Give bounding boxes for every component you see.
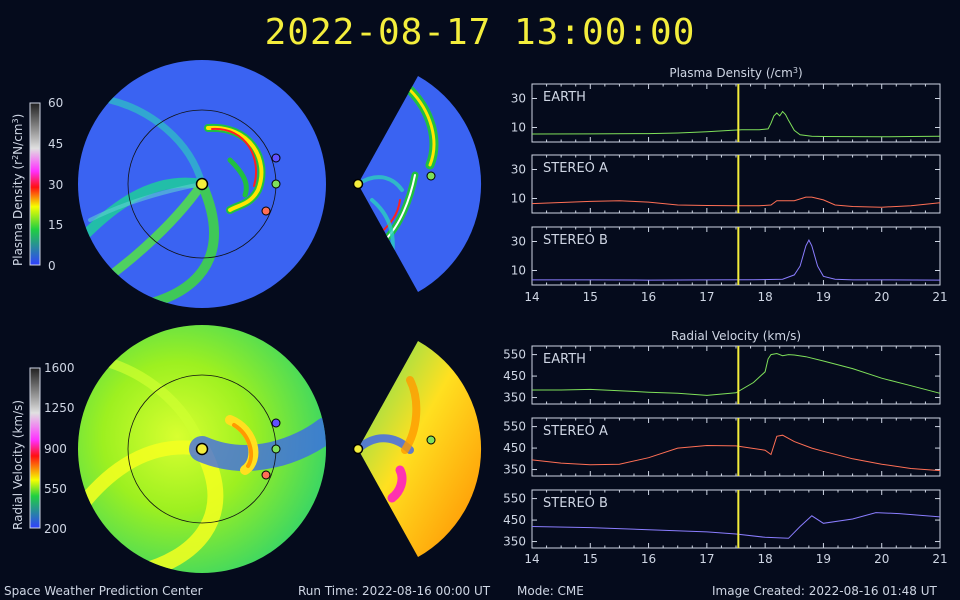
density-chart: Plasma Density (/cm3) 30 10 EARTH 30 10 STEREO… (511, 66, 948, 304)
velocity-colorbar-tick: 550 (44, 482, 67, 496)
footer-mode: Mode: CME (517, 584, 584, 598)
sun-marker (195, 177, 209, 191)
density-colorbar-label: Plasma Density (r2N/cm3) (11, 114, 25, 266)
y-tick-label: 350 (503, 463, 526, 477)
density-colorbar-tick: 15 (48, 218, 63, 232)
earth-marker (426, 171, 436, 181)
density-chart-title: Plasma Density (/cm3) (669, 66, 802, 80)
footer-run-time: Run Time: 2022-08-16 00:00 UT (298, 584, 491, 598)
y-tick-label: 450 (503, 441, 526, 455)
stereo-a-series-line (531, 196, 941, 208)
velocity-colorbar-label: Radial Velocity (km/s) (11, 400, 25, 530)
x-tick-label: 18 (758, 552, 773, 566)
x-tick-label: 17 (699, 290, 714, 304)
velocity-panel-earth: 550 450 350 EARTH (503, 345, 941, 405)
x-tick-label: 20 (874, 552, 889, 566)
velocity-panel-stereo-b: 550 450 350 STEREO B (503, 489, 941, 549)
x-tick-label: 21 (932, 552, 947, 566)
x-tick-label: 18 (758, 290, 773, 304)
density-colorbar-tick: 0 (48, 259, 56, 273)
y-tick-label: 450 (503, 369, 526, 383)
x-tick-label: 15 (583, 290, 598, 304)
earth-marker (426, 435, 436, 445)
x-tick-label: 20 (874, 290, 889, 304)
y-tick-label: 550 (503, 420, 526, 434)
stereo-b-marker (271, 418, 281, 428)
velocity-colorbar-tick: 200 (44, 522, 67, 536)
panel-label: STEREO A (543, 424, 608, 439)
velocity-panel-stereo-a: 550 450 350 STEREO A (503, 417, 941, 477)
panel-label: STEREO B (543, 496, 608, 511)
y-tick-label: 550 (503, 348, 526, 362)
panel-frame (531, 83, 941, 143)
y-tick-label: 10 (511, 121, 526, 135)
density-panel-stereo-b: 30 10 STEREO B (511, 226, 941, 286)
x-tick-label: 21 (932, 290, 947, 304)
stereo-a-marker (261, 206, 271, 216)
density-colorbar: 60 45 30 15 0 Plasma Density (r2N/cm3) (11, 96, 63, 273)
density-panel-earth: 30 10 EARTH (511, 83, 941, 143)
velocity-chart: Radial Velocity (km/s) 550 450 350 EARTH 550 4… (503, 329, 948, 566)
density-colorbar-tick: 60 (48, 96, 63, 110)
panel-label: EARTH (543, 352, 586, 367)
velocity-meridional-map (352, 341, 482, 557)
velocity-colorbar: 1600 1250 900 550 200 Radial Velocity (k… (11, 361, 75, 536)
x-tick-label: 14 (524, 552, 539, 566)
earth-marker (271, 444, 281, 454)
velocity-colorbar-tick: 1600 (44, 361, 75, 375)
density-ecliptic-map (78, 60, 326, 308)
stereo-a-series-line (531, 434, 941, 472)
x-tick-label: 17 (699, 552, 714, 566)
velocity-colorbar-tick: 1250 (44, 401, 75, 415)
stereo-a-marker (261, 470, 271, 480)
y-tick-label: 30 (511, 235, 526, 249)
sun-marker (195, 442, 209, 456)
stereo-b-marker (271, 153, 281, 163)
density-colorbar-tick: 45 (48, 137, 63, 151)
velocity-colorbar-tick: 900 (44, 442, 67, 456)
footer-image-created: Image Created: 2022-08-16 01:48 UT (712, 584, 937, 598)
sun-marker (352, 178, 364, 190)
earth-series-line (531, 110, 941, 138)
panel-label: STEREO B (543, 233, 608, 248)
x-tick-label: 19 (816, 552, 831, 566)
panel-frame (531, 345, 941, 405)
y-tick-label: 550 (503, 492, 526, 506)
y-tick-label: 30 (511, 163, 526, 177)
velocity-chart-title: Radial Velocity (km/s) (671, 329, 801, 343)
footer-center-name: Space Weather Prediction Center (4, 584, 203, 598)
sun-marker (352, 443, 364, 455)
earth-series-line (532, 352, 941, 396)
y-tick-label: 350 (503, 391, 526, 405)
y-tick-label: 30 (511, 92, 526, 106)
stereo-b-series-line (531, 512, 941, 539)
x-tick-label: 16 (641, 290, 656, 304)
density-panel-stereo-a: 30 10 STEREO A (511, 154, 941, 214)
y-tick-label: 450 (503, 513, 526, 527)
x-tick-label: 16 (641, 552, 656, 566)
velocity-colorbar-scale (29, 367, 41, 529)
earth-marker (271, 179, 281, 189)
x-tick-label: 15 (583, 552, 598, 566)
x-tick-label: 14 (524, 290, 539, 304)
panel-label: EARTH (543, 90, 586, 105)
x-tick-label: 19 (816, 290, 831, 304)
y-tick-label: 350 (503, 535, 526, 549)
density-colorbar-tick: 30 (48, 178, 63, 192)
y-tick-label: 10 (511, 192, 526, 206)
velocity-ecliptic-map (78, 325, 326, 573)
stereo-b-series-line (532, 239, 941, 281)
panel-label: STEREO A (543, 161, 608, 176)
y-tick-label: 10 (511, 264, 526, 278)
density-colorbar-scale (29, 102, 41, 266)
timestamp-title: 2022-08-17 13:00:00 (264, 12, 696, 53)
